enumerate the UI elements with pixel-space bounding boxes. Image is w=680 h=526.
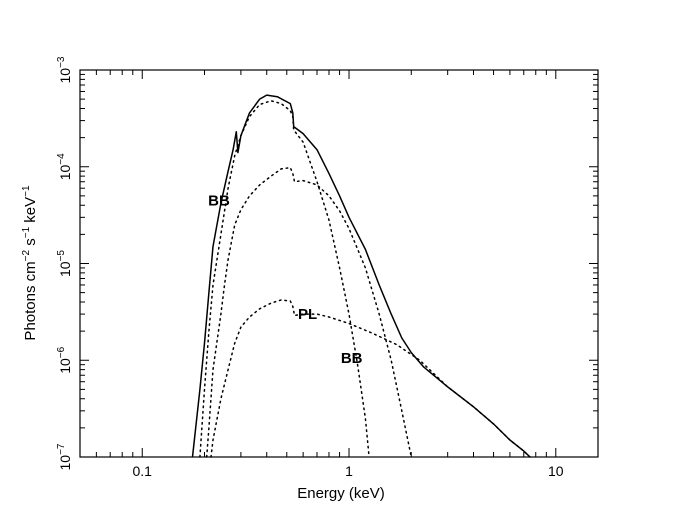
annotation-label: PL bbox=[298, 306, 317, 323]
y-label-part: s bbox=[22, 238, 39, 250]
y-tick-exponent: −4 bbox=[56, 153, 67, 165]
y-axis-label: Photons cm−2 s−1 keV−1 bbox=[21, 185, 39, 341]
y-tick-base: 10 bbox=[57, 261, 73, 277]
y-label-part: keV bbox=[22, 197, 39, 227]
y-label-exponent: −1 bbox=[21, 185, 32, 197]
y-tick-base: 10 bbox=[57, 165, 73, 181]
series-bb-hard-line bbox=[205, 166, 413, 458]
y-tick-exponent: −3 bbox=[56, 56, 67, 68]
y-tick-base: 10 bbox=[57, 68, 73, 84]
x-tick-label: 0.1 bbox=[133, 463, 153, 479]
annotations: BB BB PL bbox=[208, 192, 363, 367]
x-tick-labels: 0.1 1 10 bbox=[133, 463, 564, 479]
y-label-exponent: −2 bbox=[21, 250, 32, 262]
plot-lines bbox=[191, 94, 531, 458]
y-tick-base: 10 bbox=[57, 455, 73, 471]
annotation-label: BB bbox=[208, 192, 230, 209]
annotation-label: BB bbox=[341, 350, 363, 367]
y-tick-exponent: −7 bbox=[56, 443, 67, 455]
y-tick-exponent: −5 bbox=[56, 250, 67, 262]
series-total-line bbox=[191, 94, 531, 458]
series-pl-line bbox=[210, 299, 531, 458]
y-label-exponent: −1 bbox=[21, 226, 32, 238]
x-tick-label: 1 bbox=[345, 463, 353, 479]
y-tick-exponent: −6 bbox=[56, 346, 67, 358]
y-tick-label: 10−7 bbox=[56, 443, 73, 470]
x-tick-label: 10 bbox=[548, 463, 564, 479]
y-tick-label: 10−3 bbox=[56, 56, 73, 83]
x-axis-label: Energy (keV) bbox=[297, 485, 385, 502]
y-label-part: Photons cm bbox=[22, 261, 39, 340]
series-bb-soft-line bbox=[199, 100, 370, 458]
axis-ticks bbox=[79, 69, 598, 458]
y-tick-base: 10 bbox=[57, 358, 73, 374]
y-tick-label: 10−5 bbox=[56, 250, 73, 277]
y-tick-label: 10−6 bbox=[56, 346, 73, 373]
y-tick-labels: 10−710−610−510−410−3 bbox=[56, 56, 73, 470]
y-tick-label: 10−4 bbox=[56, 153, 73, 180]
